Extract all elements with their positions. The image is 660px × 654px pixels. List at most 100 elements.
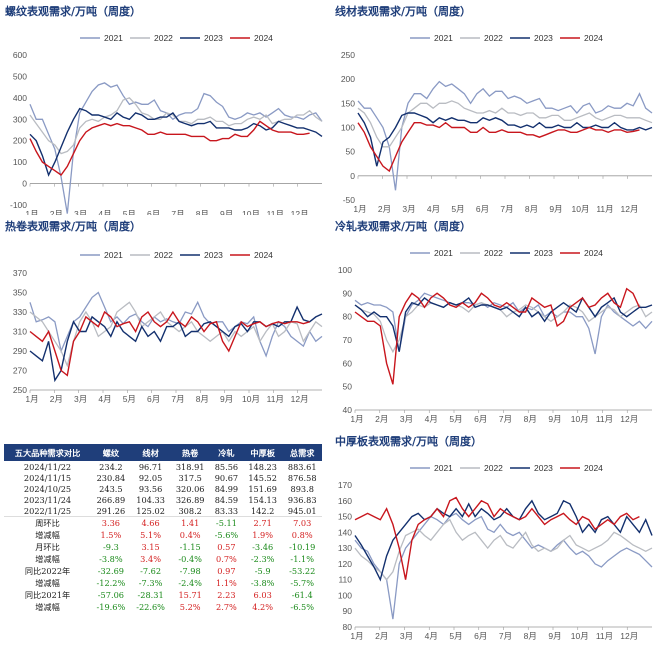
y-tick-label: -100 bbox=[10, 200, 27, 210]
y-tick-label: 120 bbox=[338, 559, 352, 569]
wire-rod-demand-panel: 线材表观需求/万吨（周度） -50 0 50 100 150 200 250 1月 2月 3月 4月… bbox=[330, 0, 660, 215]
legend-label-2023: 2023 bbox=[534, 248, 553, 258]
table-cell: -22.6% bbox=[136, 602, 165, 613]
x-tick-label: 9月 bbox=[220, 209, 233, 215]
table-cell: 7.03 bbox=[282, 516, 322, 530]
y-tick-label: 370 bbox=[13, 268, 27, 278]
y-tick-label: 400 bbox=[13, 93, 27, 103]
x-tick-label: 12月 bbox=[620, 631, 638, 641]
table-cell: -9.3 bbox=[102, 542, 119, 553]
legend-label-2021: 2021 bbox=[434, 463, 453, 473]
x-tick-label: 4月 bbox=[98, 209, 111, 215]
table-cell: 2.71 bbox=[242, 516, 283, 530]
legend-label-2023: 2023 bbox=[534, 33, 553, 43]
x-tick-label: 6月 bbox=[476, 204, 489, 214]
table-cell: 936.83 bbox=[287, 494, 317, 505]
x-tick-label: 8月 bbox=[196, 394, 209, 404]
legend-label-2024: 2024 bbox=[584, 33, 603, 43]
table-cell: -1.1% bbox=[290, 554, 314, 565]
y-tick-label: 150 bbox=[341, 98, 355, 108]
legend-label-2022: 2022 bbox=[484, 33, 503, 43]
x-tick-label: 2月 bbox=[50, 209, 63, 215]
x-tick-label: 11月 bbox=[596, 414, 613, 424]
table-row: 2024/10/25 243.5 93.56 320.06 84.99 151.69 893… bbox=[4, 483, 322, 494]
series-line-2021 bbox=[29, 291, 323, 358]
x-tick-label: 9月 bbox=[548, 631, 561, 641]
table-cell: 85.56 bbox=[214, 461, 239, 472]
table-row: 月环比 -9.3 3.15 -1.15 0.57 -3.46 -10.19 bbox=[4, 541, 322, 553]
table-cell: 291.26 bbox=[96, 505, 126, 516]
table-cell: -10.19 bbox=[289, 542, 316, 553]
table-cell: 5.2% bbox=[179, 602, 201, 613]
table-header-cell: 总需求 bbox=[282, 444, 322, 461]
table-cell: -28.31 bbox=[137, 590, 164, 601]
table-header-cell: 热卷 bbox=[170, 444, 210, 461]
table-row: 2024/11/15 230.84 92.05 317.5 90.67 145.52 876… bbox=[4, 472, 322, 483]
x-tick-label: 1月 bbox=[350, 631, 363, 641]
x-tick-label: 1月 bbox=[353, 204, 366, 214]
x-tick-label: 10月 bbox=[242, 209, 260, 215]
table-row-label: 增减幅 bbox=[35, 578, 60, 589]
y-tick-label: 100 bbox=[341, 123, 355, 133]
x-tick-label: 12月 bbox=[291, 394, 309, 404]
table-cell: 90.67 bbox=[214, 472, 239, 483]
table-cell: 883.61 bbox=[287, 461, 317, 472]
table-cell: 145.52 bbox=[248, 472, 277, 483]
x-tick-label: 11月 bbox=[267, 394, 284, 404]
medium-plate-demand-chart: 80 90 100 110 120 130 140 150 160 170 1月 2月 3月 4月 5月 6月… bbox=[338, 463, 653, 641]
table-cell: 154.13 bbox=[248, 494, 277, 505]
table-row-label: 增减幅 bbox=[35, 530, 60, 541]
y-tick-label: 310 bbox=[13, 327, 27, 337]
table-cell: 96.71 bbox=[138, 461, 163, 472]
x-tick-label: 6月 bbox=[474, 414, 487, 424]
table-row: 同比2022年 -32.69 -7.62 -7.98 0.97 -5.9 -53.22 bbox=[4, 565, 322, 577]
x-tick-label: 1月 bbox=[25, 209, 38, 215]
y-tick-label: 60 bbox=[343, 358, 353, 368]
table-cell: -57.06 bbox=[97, 590, 124, 601]
x-tick-label: 5月 bbox=[451, 204, 464, 214]
table-row-label: 2024/10/25 bbox=[23, 483, 72, 494]
x-tick-label: 9月 bbox=[220, 394, 233, 404]
y-tick-label: 200 bbox=[341, 74, 355, 84]
table-row-label: 2022/11/25 bbox=[23, 505, 72, 516]
table-cell: -5.9 bbox=[254, 566, 271, 577]
y-tick-label: 70 bbox=[343, 335, 353, 345]
table-cell: 83.33 bbox=[214, 505, 239, 516]
table-row: 周环比 3.36 4.66 1.41 -5.11 2.71 7.03 bbox=[4, 516, 322, 530]
legend-label-2024: 2024 bbox=[254, 33, 273, 43]
table-cell: 876.58 bbox=[287, 472, 317, 483]
table-cell: 0.57 bbox=[217, 542, 236, 553]
table-cell: 4.2% bbox=[252, 602, 274, 613]
table-cell: 308.2 bbox=[178, 505, 202, 516]
y-tick-label: 350 bbox=[13, 288, 27, 298]
table-cell: -2.4% bbox=[178, 578, 202, 589]
table-cell: 104.33 bbox=[136, 494, 165, 505]
y-tick-label: 80 bbox=[343, 622, 353, 632]
table-cell: -3.8% bbox=[250, 578, 275, 589]
x-tick-label: 4月 bbox=[425, 414, 438, 424]
table-cell: 5.1% bbox=[140, 530, 161, 541]
table-cell: 84.99 bbox=[214, 483, 239, 494]
x-tick-label: 6月 bbox=[147, 209, 160, 215]
x-tick-label: 8月 bbox=[196, 209, 209, 215]
y-tick-label: 140 bbox=[338, 527, 352, 537]
medium-plate-chart-title: 中厚板表观需求/万吨（周度） bbox=[335, 435, 483, 448]
table-cell: -7.62 bbox=[140, 566, 162, 577]
x-tick-label: 5月 bbox=[123, 394, 136, 404]
x-tick-label: 9月 bbox=[549, 204, 562, 214]
y-tick-label: 330 bbox=[13, 307, 27, 317]
rebar-demand-panel: 螺纹表观需求/万吨（周度） -100 0 100 200 300 400 500 600 1月 2… bbox=[0, 0, 330, 219]
table-row-label: 同比2021年 bbox=[24, 590, 71, 601]
table-row-label: 月环比 bbox=[35, 542, 60, 553]
hot-coil-demand-chart: 250 270 290 310 330 350 370 1月 2月 3月 4月 5月 6月 7月 8月 9月 1… bbox=[13, 250, 323, 404]
table-header-cell: 中厚板 bbox=[242, 444, 283, 461]
x-tick-label: 10月 bbox=[571, 631, 589, 641]
y-tick-label: 40 bbox=[343, 405, 353, 415]
table-cell: 84.59 bbox=[214, 494, 239, 505]
x-tick-label: 12月 bbox=[621, 204, 639, 214]
series-line-2022 bbox=[357, 100, 653, 148]
wire-rod-chart-title: 线材表观需求/万吨（周度） bbox=[335, 5, 472, 18]
series-line-2021 bbox=[29, 82, 323, 214]
legend-label-2021: 2021 bbox=[104, 33, 123, 43]
x-tick-label: 1月 bbox=[350, 414, 363, 424]
